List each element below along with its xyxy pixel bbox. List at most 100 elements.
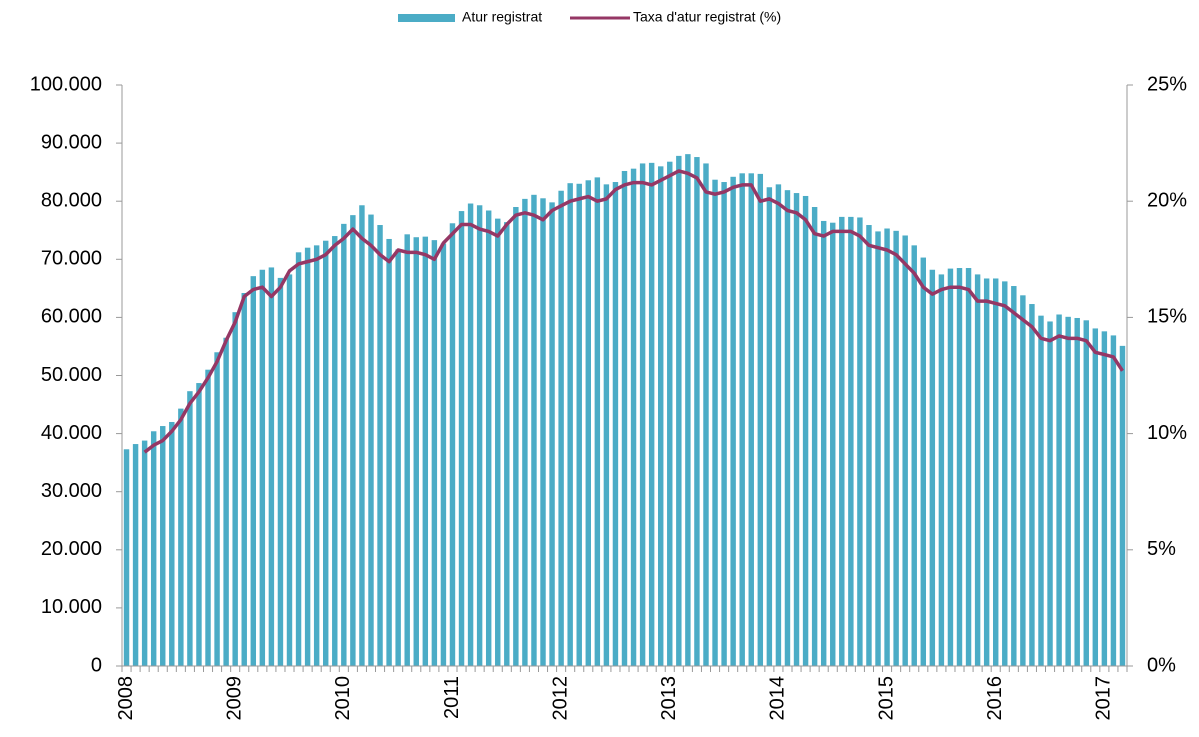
bar — [549, 202, 555, 666]
bar — [350, 215, 356, 667]
bar — [377, 225, 383, 666]
bar — [757, 173, 764, 666]
bar — [304, 247, 311, 666]
bar — [449, 223, 456, 666]
bar — [504, 222, 510, 666]
y-tick-label: 30.000 — [41, 480, 102, 502]
y-tick-label: 40.000 — [41, 422, 102, 444]
x-tick-label: 2008 — [115, 676, 137, 721]
bar — [811, 207, 818, 666]
bar — [1056, 314, 1062, 666]
x-tick-label: 2017 — [1093, 676, 1115, 721]
bar — [1002, 281, 1008, 666]
x-tick-label: 2009 — [223, 676, 245, 721]
y2-tick-label: 15% — [1147, 306, 1187, 328]
bar — [141, 440, 148, 666]
bar — [929, 269, 936, 666]
bar — [974, 274, 981, 666]
bar — [712, 179, 718, 666]
x-tick-label: 2013 — [658, 676, 680, 721]
x-tick-label: 2012 — [549, 676, 571, 721]
bar — [205, 369, 211, 666]
bar — [531, 194, 537, 666]
bar — [830, 222, 836, 666]
y-tick-label: 0 — [91, 654, 102, 676]
bar — [422, 236, 429, 667]
bar — [187, 391, 193, 666]
bar — [286, 274, 293, 666]
bar — [1092, 328, 1099, 666]
bar — [150, 431, 157, 666]
bar — [630, 168, 637, 666]
bar — [169, 421, 175, 666]
y2-tick-label: 20% — [1147, 189, 1187, 211]
bar — [685, 154, 691, 666]
bar — [875, 231, 881, 667]
bar — [259, 269, 266, 666]
bar — [866, 225, 872, 666]
bar — [594, 177, 601, 666]
bar — [1083, 320, 1089, 666]
bar — [395, 249, 401, 666]
y2-tick-label: 25% — [1147, 73, 1187, 95]
bar — [938, 274, 945, 666]
bar — [947, 268, 954, 666]
bar — [1065, 316, 1071, 666]
legend-label: Atur registrat — [462, 9, 542, 25]
bar — [983, 278, 990, 666]
y-tick-label: 100.000 — [30, 73, 102, 95]
bar — [585, 180, 591, 666]
bar — [1011, 286, 1017, 666]
bar — [567, 183, 573, 666]
bar — [467, 203, 474, 667]
bar — [495, 218, 501, 666]
bar — [413, 237, 419, 667]
bar — [639, 163, 646, 666]
bar — [658, 166, 664, 666]
bar — [214, 352, 220, 666]
bar — [694, 157, 700, 666]
bar — [232, 312, 238, 666]
line-series — [143, 169, 1124, 454]
bar — [612, 182, 619, 667]
bar — [648, 162, 655, 666]
legend-swatch — [398, 14, 455, 22]
bar — [576, 183, 582, 666]
y-tick-label: 90.000 — [41, 131, 102, 153]
bar — [956, 268, 963, 666]
bar — [123, 449, 130, 666]
bar — [1038, 315, 1044, 666]
bar — [775, 184, 782, 666]
y2-tick-label: 0% — [1147, 654, 1176, 676]
y2-tick-label: 5% — [1147, 538, 1176, 560]
bar — [621, 170, 628, 666]
bar — [1101, 331, 1108, 666]
bar — [766, 187, 773, 667]
bar — [993, 278, 999, 666]
y2-tick-label: 10% — [1147, 422, 1187, 444]
bar — [431, 240, 438, 666]
bar — [802, 195, 809, 666]
bar — [965, 268, 972, 666]
y-tick-label: 10.000 — [41, 596, 102, 618]
bar — [241, 292, 247, 666]
bar — [196, 383, 202, 666]
bar — [513, 207, 519, 666]
bar — [1110, 335, 1117, 666]
bar — [920, 257, 926, 666]
y-tick-label: 70.000 — [41, 248, 102, 270]
bar — [739, 173, 745, 666]
y-tick-label: 60.000 — [41, 306, 102, 328]
bar — [295, 252, 302, 666]
bar — [540, 198, 546, 667]
bar — [268, 267, 275, 666]
bar — [178, 408, 184, 666]
bar — [884, 228, 890, 666]
bar — [359, 205, 365, 666]
bar — [676, 155, 682, 666]
bar — [893, 230, 899, 666]
x-tick-label: 2010 — [332, 676, 354, 721]
bar — [132, 444, 139, 666]
bar — [730, 176, 736, 666]
bar — [440, 243, 447, 666]
